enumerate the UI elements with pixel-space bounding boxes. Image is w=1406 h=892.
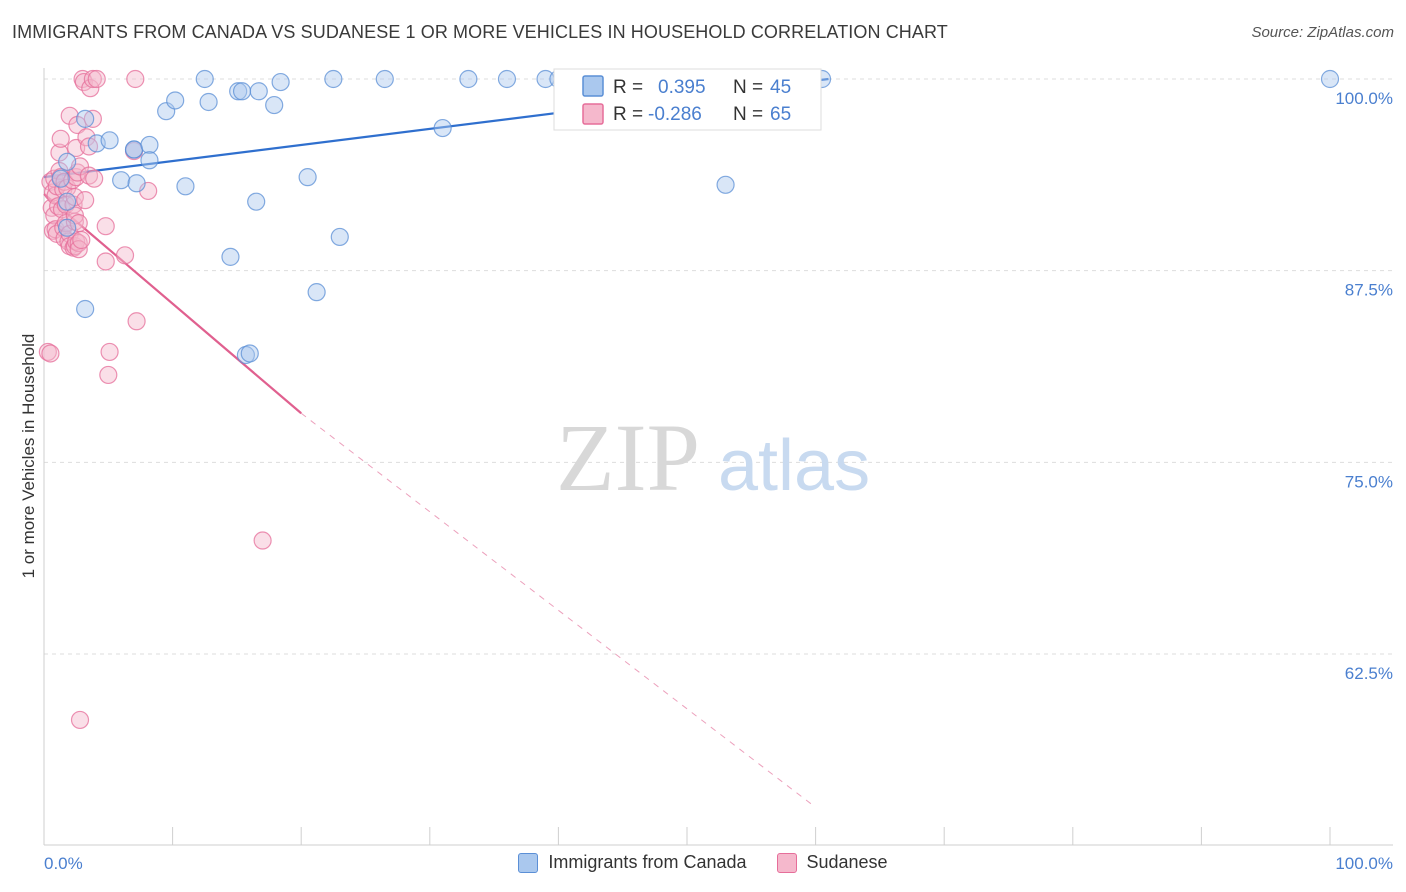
sudanese-point (127, 312, 146, 331)
legend-n-value: 65 (770, 104, 791, 125)
canada-point (232, 82, 252, 101)
canada-point (58, 192, 77, 211)
sudanese-point (50, 161, 69, 181)
legend-swatch (518, 852, 539, 873)
y-tick-label: 75.0% (1345, 472, 1393, 491)
y-tick-label: 100.0% (1335, 89, 1393, 108)
y-axis-label: 1 or more Vehicles in Household (19, 334, 38, 579)
canada-point (459, 69, 478, 89)
sudanese-point (41, 344, 60, 363)
sudanese-point (87, 69, 106, 89)
canada-point (1320, 69, 1340, 89)
canada-point (229, 82, 248, 101)
canada-point (140, 151, 159, 170)
watermark-zip: ZIP (556, 404, 700, 511)
canada-point (330, 227, 349, 247)
legend-n-label: N = (733, 77, 763, 98)
canada-point (199, 92, 218, 112)
canada-point (112, 171, 131, 190)
sudanese-point (69, 233, 88, 253)
watermark-atlas: atlas (718, 426, 870, 506)
sudanese-point (73, 69, 92, 89)
sudanese-point (100, 342, 119, 362)
canada-point (76, 299, 95, 319)
canada-point (76, 109, 95, 128)
legend-label: Sudanese (806, 852, 888, 872)
canada-point (58, 218, 77, 237)
canada-point (249, 82, 268, 101)
axes (43, 68, 1393, 846)
y-tick-label: 62.5% (1345, 664, 1393, 683)
canada-point (100, 131, 119, 150)
watermark: ZIP atlas (556, 404, 870, 511)
sudanese-point (99, 365, 118, 385)
sudanese-point (96, 217, 115, 236)
sudanese-point (126, 69, 145, 89)
x-tick-label-min: 0.0% (44, 854, 83, 873)
chart-title: IMMIGRANTS FROM CANADA VS SUDANESE 1 OR … (12, 22, 948, 42)
trend-line (43, 193, 302, 415)
sudanese-trend (43, 193, 816, 808)
legend-item-sudanese[interactable]: Sudanese (776, 852, 888, 873)
legend-n-label: N = (733, 104, 763, 125)
canada-point (497, 69, 517, 89)
sudanese-point (72, 230, 91, 250)
canada-point (195, 69, 214, 89)
legend-r-label: R = (613, 77, 643, 98)
canada-point (271, 72, 290, 92)
sudanese-points (38, 69, 272, 730)
sudanese-point (253, 531, 272, 550)
legend-n-value: 45 (770, 77, 791, 98)
sudanese-point (60, 106, 79, 125)
canada-point (127, 174, 146, 193)
sudanese-point (85, 169, 104, 188)
canada-point (307, 283, 326, 302)
y-tick-labels: 100.0% 87.5% 75.0% 62.5% (1335, 89, 1393, 683)
sudanese-point (83, 69, 102, 89)
canada-point (140, 135, 159, 155)
legend-r-label: R = (613, 104, 643, 125)
canada-point (716, 175, 735, 194)
sudanese-point (96, 252, 115, 271)
canada-point (124, 140, 144, 159)
legend-r-value: -0.286 (648, 104, 702, 125)
x-tick-label-max: 100.0% (1335, 854, 1393, 873)
legend-swatch-canada (582, 75, 604, 97)
legend-swatch (776, 852, 797, 873)
sudanese-point (76, 191, 95, 210)
sudanese-point (83, 109, 102, 128)
canada-point (375, 69, 394, 89)
canada-point (51, 169, 70, 188)
canada-point (324, 69, 343, 89)
sudanese-point (79, 166, 99, 185)
canada-point (221, 247, 240, 266)
canada-point (247, 192, 266, 211)
sudanese-point (50, 143, 69, 162)
canada-point (166, 91, 185, 110)
canada-point (58, 152, 77, 171)
canada-point (240, 344, 259, 363)
legend-swatch-sudanese (582, 103, 604, 125)
legend-label: Immigrants from Canada (548, 852, 747, 872)
canada-point (176, 177, 195, 196)
legend-r-value: 0.395 (658, 77, 706, 98)
correlation-legend: R = 0.395 N = 45 R = -0.286 N = 65 (553, 68, 822, 131)
sudanese-point (70, 710, 90, 730)
source-label: Source: ZipAtlas.com (1251, 24, 1394, 41)
y-tick-label: 87.5% (1345, 281, 1393, 300)
series-legend: Immigrants from Canada Sudanese (0, 852, 1406, 873)
sudanese-point (51, 129, 70, 148)
x-tick-labels: 0.0% 100.0% (44, 854, 1393, 873)
legend-item-canada[interactable]: Immigrants from Canada (518, 852, 747, 873)
sudanese-point (115, 246, 135, 265)
canada-point (298, 168, 317, 187)
canada-point (265, 95, 284, 115)
canada-point (433, 118, 452, 138)
